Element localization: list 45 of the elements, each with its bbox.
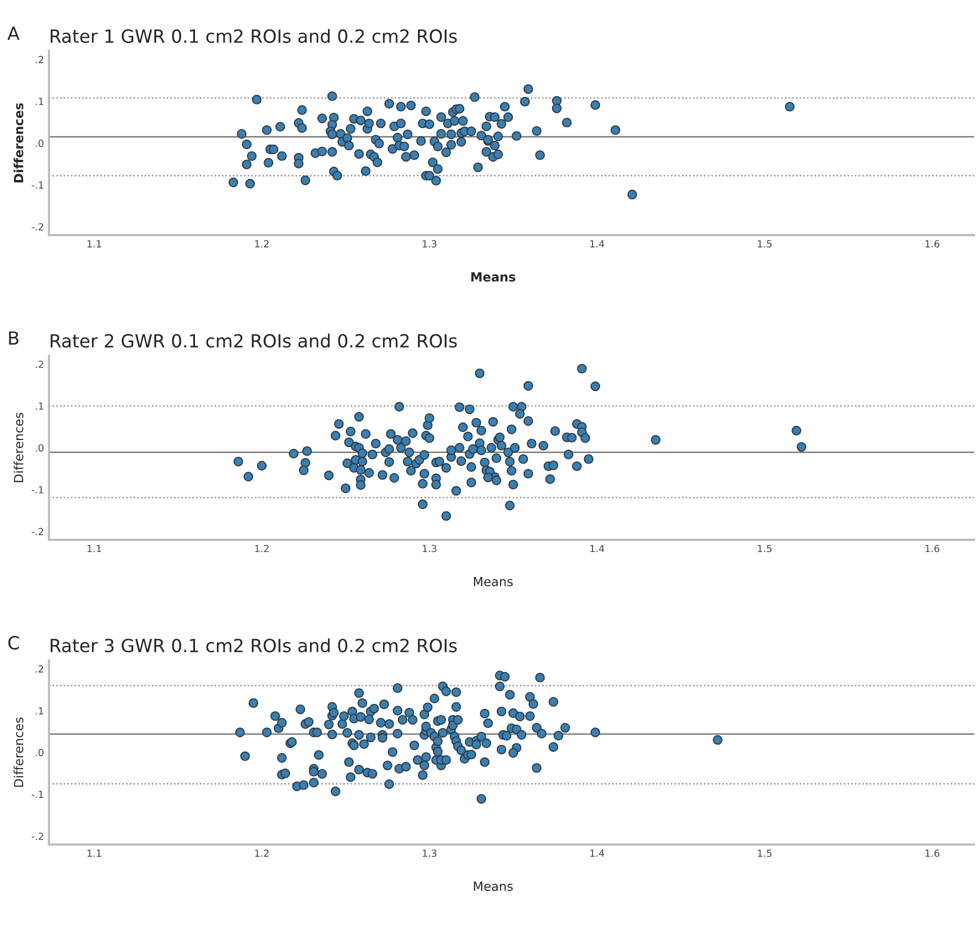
y-tick-label: -.1 [32,182,44,189]
text: A [7,26,20,40]
x-axis-title: Means [474,576,513,586]
x-tick-label: 1.3 [422,850,436,857]
x-tick-label: 1.2 [255,240,269,248]
y-tick-label: .1 [36,402,44,410]
y-tick-label: .2 [36,56,44,64]
x-tick-label: 1.4 [590,240,604,248]
x-axis-title: Means [474,882,513,891]
x-tick-label: 1.4 [590,544,604,552]
x-tick-label: 1.1 [88,544,102,552]
x-tick-label: 1.5 [758,544,772,552]
y-tick-label: -.1 [32,790,44,798]
x-tick-label: 1.1 [88,850,102,857]
x-tick-label: 1.3 [422,544,436,552]
y-tick-label: .2 [36,360,44,368]
y-axis-title: Differences [14,412,24,482]
y-axis-title: Differences [14,717,24,787]
y-tick-label: .1 [36,98,44,105]
x-tick-label: 1.2 [255,850,269,857]
text: C [8,636,19,650]
x-tick-label: 1.5 [758,850,772,857]
text: B [9,331,18,345]
x-tick-label: 1.3 [422,240,436,248]
x-tick-label: 1.1 [88,240,102,248]
y-tick-label: -.2 [32,528,44,536]
x-axis-title: Means [471,272,516,282]
x-tick-label: 1.4 [590,850,604,857]
chart-title: Rater 3 GWR 0.1 cm2 ROIs and 0.2 cm2 ROIs [50,638,457,652]
x-tick-label: 1.6 [926,544,940,552]
chart-title: Rater 1 GWR 0.1 cm2 ROIs and 0.2 cm2 ROIs [50,28,457,43]
y-tick-label: .0 [36,444,44,452]
y-tick-label: -.2 [32,832,44,840]
chart-title: Rater 2 GWR 0.1 cm2 ROIs and 0.2 cm2 ROIs [50,334,457,348]
y-tick-label: .0 [36,140,44,147]
x-tick-label: 1.6 [926,240,940,248]
y-tick-label: -.2 [32,223,44,230]
y-tick-label: -.1 [32,486,44,494]
x-tick-label: 1.6 [926,850,940,857]
x-tick-label: 1.2 [255,544,269,552]
x-tick-label: 1.5 [758,240,772,248]
y-axis-title: Differences [14,103,24,182]
y-tick-label: .2 [36,665,44,672]
y-tick-label: .0 [36,748,44,756]
y-tick-label: .1 [36,707,44,714]
